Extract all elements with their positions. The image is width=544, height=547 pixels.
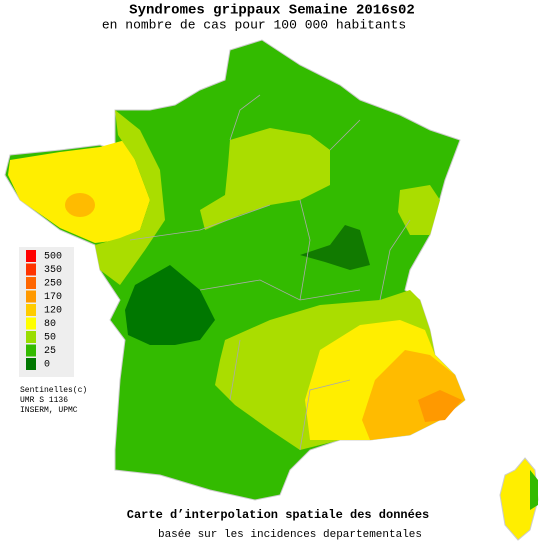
legend-label: 120: [44, 306, 62, 317]
subtitle: en nombre de cas pour 100 000 habitants: [102, 17, 406, 32]
legend-label: 0: [44, 360, 50, 371]
southeast-orange: [418, 390, 462, 422]
west-dark: [125, 265, 215, 345]
legend-swatch: [26, 277, 36, 289]
corsica-green: [530, 470, 538, 510]
legend-swatch: [26, 250, 36, 262]
legend-label: 350: [44, 265, 62, 276]
legend-label: 500: [44, 252, 62, 263]
caption: Carte d’interpolation spatiale des donné…: [127, 508, 429, 522]
legend-swatch: [26, 358, 36, 370]
legend-label: 170: [44, 292, 62, 303]
credit-line: INSERM, UPMC: [20, 406, 78, 415]
legend-swatch: [26, 317, 36, 330]
legend-label: 80: [44, 319, 56, 330]
france-map: [4, 39, 539, 541]
credit-line: UMR S 1136: [20, 396, 68, 405]
orange-spot: [65, 193, 95, 217]
legend-swatch: [26, 263, 36, 276]
brittany-yellow: [8, 140, 150, 243]
center-dark: [300, 225, 370, 270]
legend-label: 25: [44, 346, 56, 357]
credit-line: Sentinelles(c): [20, 386, 87, 395]
title: Syndromes grippaux Semaine 2016s02: [129, 3, 415, 19]
legend-label: 50: [44, 333, 56, 344]
legend-swatch: [26, 290, 36, 303]
legend-swatch: [26, 304, 36, 316]
legend-label: 250: [44, 279, 62, 290]
caption-note: basée sur les incidences departementales: [158, 529, 422, 541]
legend-swatch: [26, 331, 36, 343]
region-borders: [129, 94, 411, 451]
west-light: [95, 110, 165, 285]
legend-swatch: [26, 344, 36, 357]
north-light: [200, 128, 330, 230]
